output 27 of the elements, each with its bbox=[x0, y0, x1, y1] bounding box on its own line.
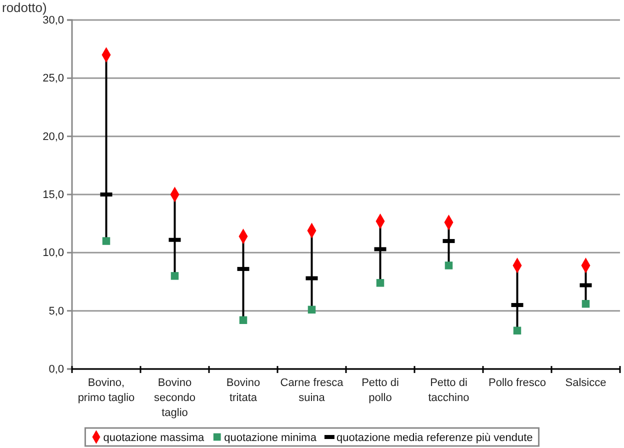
x-tick-label: Bovino tritata bbox=[226, 377, 260, 404]
point bbox=[376, 279, 384, 287]
y-tick-label: 15,0 bbox=[42, 189, 64, 202]
point bbox=[513, 326, 522, 334]
point bbox=[308, 306, 316, 314]
point bbox=[444, 262, 453, 270]
x-tick-label: Petto di pollo bbox=[362, 377, 399, 404]
y-tick-label: 5,0 bbox=[48, 305, 64, 318]
x-tick-label: Carne fresca suina bbox=[280, 377, 344, 404]
point bbox=[239, 316, 248, 324]
x-tick-label: Petto di tacchino bbox=[428, 377, 470, 404]
y-tick-label: 10,0 bbox=[42, 247, 64, 260]
legend-label: quotazione massima bbox=[103, 432, 205, 444]
x-tick-label: Pollo fresco bbox=[488, 377, 546, 389]
y-tick-label: 25,0 bbox=[42, 72, 64, 85]
point bbox=[102, 237, 110, 245]
point bbox=[582, 300, 590, 308]
legend-label: quotazione minima bbox=[224, 432, 318, 444]
chart-title: rodotto) bbox=[2, 0, 47, 15]
legend-label: quotazione media referenze più vendute bbox=[336, 432, 533, 444]
point bbox=[170, 272, 179, 280]
y-tick-label: 0,0 bbox=[48, 364, 64, 376]
x-tick-label: Bovino, primo taglio bbox=[78, 377, 135, 404]
x-tick-label: Bovino secondo taglio bbox=[154, 377, 196, 419]
x-tick-label: Salsicce bbox=[565, 377, 606, 389]
y-tick-label: 20,0 bbox=[42, 130, 64, 143]
y-tick-label: 30,0 bbox=[42, 14, 64, 27]
